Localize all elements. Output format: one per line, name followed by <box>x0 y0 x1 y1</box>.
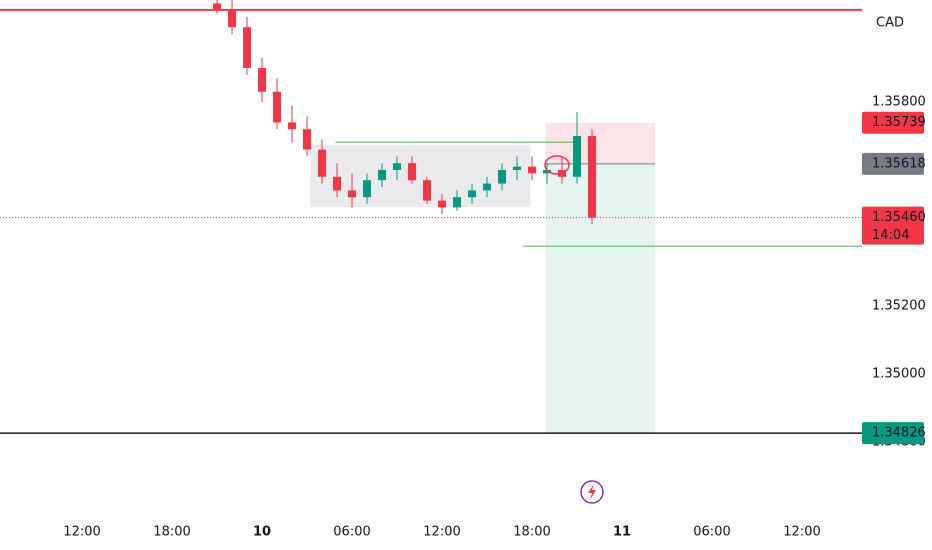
candle-body <box>273 91 282 123</box>
candle-body <box>588 136 597 218</box>
price-tag <box>862 152 924 175</box>
x-tick-label: 12:00 <box>783 525 820 540</box>
candle-body <box>453 197 462 208</box>
price-tag-label: 1.35618 <box>872 156 926 171</box>
candle-body <box>303 129 312 150</box>
candle-body <box>423 180 432 201</box>
candle-body <box>513 166 522 170</box>
plot <box>0 0 862 434</box>
target-zone <box>545 163 656 434</box>
candle-body <box>228 10 237 28</box>
candle-body <box>288 122 297 130</box>
candle-body <box>408 163 417 181</box>
candle-body <box>348 190 357 198</box>
current-price-tag <box>862 206 924 245</box>
x-tick-label: 18:00 <box>513 525 550 540</box>
x-tick-label: 06:00 <box>333 525 370 540</box>
candle-body <box>528 166 537 174</box>
candle-body <box>438 200 447 208</box>
candle-body <box>318 149 327 177</box>
y-tick-label: 1.35000 <box>872 367 926 382</box>
candle-body <box>543 170 552 174</box>
candle-body <box>573 136 582 177</box>
currency-label[interactable]: CAD <box>876 16 904 31</box>
candle-body <box>243 27 252 68</box>
lightning-icon[interactable] <box>580 480 604 504</box>
x-tick-label: 06:00 <box>693 525 730 540</box>
candle-body <box>393 163 402 170</box>
candle-body <box>363 180 372 198</box>
price-tag-label: 1.35739 <box>872 115 926 130</box>
x-tick-label: 12:00 <box>63 525 100 540</box>
candle-body <box>213 3 222 11</box>
icon-bolt <box>588 484 596 500</box>
price-tag <box>862 111 924 134</box>
countdown-label: 14:04 <box>872 228 909 243</box>
candle-body <box>258 68 267 92</box>
range-box <box>310 144 531 208</box>
price-tag-label: 1.34826 <box>872 426 926 441</box>
candle-body <box>498 170 507 184</box>
candle-body <box>378 170 387 181</box>
candle-body <box>483 183 492 191</box>
x-tick-label: 11 <box>613 525 631 540</box>
price-tag <box>862 422 924 445</box>
y-tick-label: 1.35200 <box>872 299 926 314</box>
current-price-label: 1.35460 <box>872 210 926 225</box>
x-tick-label: 10 <box>253 525 271 540</box>
annotation-ellipse <box>544 155 570 175</box>
candle-body <box>468 190 477 198</box>
x-tick-label: 18:00 <box>153 525 190 540</box>
x-tick-label: 12:00 <box>423 525 460 540</box>
y-tick-label: 1.35800 <box>872 95 926 110</box>
candle-body <box>333 176 342 191</box>
